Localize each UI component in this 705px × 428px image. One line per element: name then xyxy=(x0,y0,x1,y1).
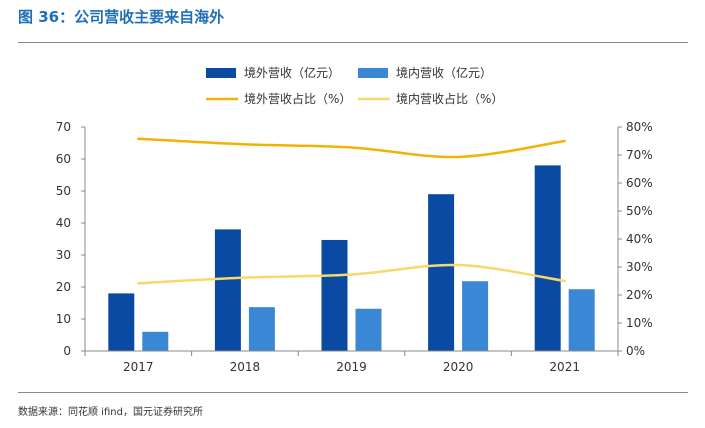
source-divider xyxy=(18,392,688,393)
left-axis: 0 10 20 30 40 50 60 70 xyxy=(56,120,86,358)
domestic-revenue-bar-2021 xyxy=(568,289,595,351)
left-tick-label: 70 xyxy=(56,120,71,134)
domestic-revenue-bar-2017 xyxy=(142,331,169,351)
overseas-revenue-bar-2018 xyxy=(214,229,241,351)
right-tick-label: 70% xyxy=(626,148,653,162)
right-tick-label: 40% xyxy=(626,232,653,246)
chart-legend: 境外营收（亿元） 境内营收（亿元） 境外营收占比（%） 境内营收占比（%） xyxy=(206,65,503,106)
domestic-revenue-bar-2020 xyxy=(462,281,489,351)
x-tick-label: 2018 xyxy=(230,360,261,374)
overseas-revenue-bar-2021 xyxy=(534,165,561,351)
x-tick-label: 2017 xyxy=(123,360,154,374)
left-tick-label: 20 xyxy=(56,280,71,294)
right-tick-label: 10% xyxy=(626,316,653,330)
right-axis: 0% 10% 20% 30% 40% 50% 60% 70% 80% xyxy=(617,120,653,358)
lines-layer xyxy=(137,137,566,285)
overseas-revenue-bar-2020 xyxy=(428,194,455,351)
legend-overseas-revenue-label: 境外营收（亿元） xyxy=(244,65,340,80)
legend-overseas-share-label: 境外营收占比（%） xyxy=(244,91,351,106)
right-tick-label: 60% xyxy=(626,176,653,190)
legend-domestic-revenue-label: 境内营收（亿元） xyxy=(396,65,492,80)
figure-title: 图 36：公司营收主要来自海外 xyxy=(18,8,225,26)
x-tick-label: 2019 xyxy=(336,360,367,374)
overseas-revenue-bar-2017 xyxy=(108,293,135,351)
x-axis: 2017 2018 2019 2020 2021 xyxy=(84,350,619,374)
right-tick-label: 20% xyxy=(626,288,653,302)
domestic-revenue-bar-2018 xyxy=(248,307,275,351)
right-tick-label: 30% xyxy=(626,260,653,274)
x-tick-label: 2021 xyxy=(549,360,580,374)
title-divider xyxy=(18,42,688,43)
right-tick-label: 50% xyxy=(626,204,653,218)
overseas-share-line xyxy=(137,137,566,159)
left-tick-label: 60 xyxy=(56,152,71,166)
right-tick-label: 0% xyxy=(626,344,645,358)
legend-overseas-revenue-swatch xyxy=(206,68,236,78)
overseas-revenue-bar-2019 xyxy=(321,239,348,351)
domestic-share-line xyxy=(137,263,566,285)
left-tick-label: 30 xyxy=(56,248,71,262)
left-tick-label: 10 xyxy=(56,312,71,326)
right-tick-label: 80% xyxy=(626,120,653,134)
left-tick-label: 40 xyxy=(56,216,71,230)
legend-domestic-share-label: 境内营收占比（%） xyxy=(396,91,503,106)
bars-layer xyxy=(108,165,595,351)
left-tick-label: 0 xyxy=(63,344,71,358)
x-tick-label: 2020 xyxy=(443,360,474,374)
legend-domestic-revenue-swatch xyxy=(358,68,388,78)
left-tick-label: 50 xyxy=(56,184,71,198)
domestic-revenue-bar-2019 xyxy=(355,308,382,351)
source-note: 数据来源：同花顺 ifind，国元证券研究所 xyxy=(18,407,203,418)
